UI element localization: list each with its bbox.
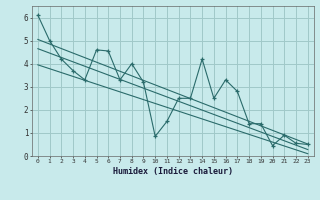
X-axis label: Humidex (Indice chaleur): Humidex (Indice chaleur) bbox=[113, 167, 233, 176]
